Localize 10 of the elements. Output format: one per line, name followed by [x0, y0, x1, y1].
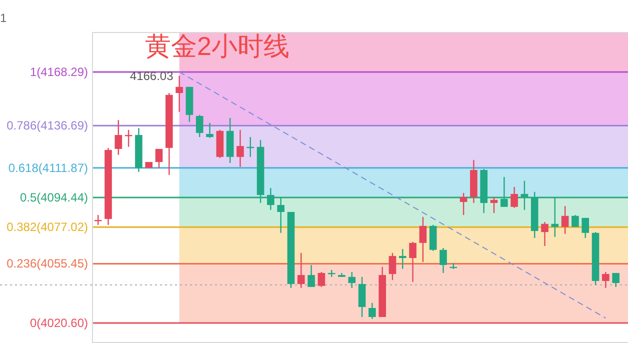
chart-title: 黄金2小时线: [145, 31, 290, 61]
annotation: 4166.03: [130, 68, 174, 83]
text: 1: [0, 11, 7, 25]
ref-line-label: 0.236(4055.45): [6, 256, 88, 271]
ref-line-label: 0.618(4111.87): [8, 160, 88, 175]
ref-line-label: 1(4168.29): [30, 64, 88, 79]
ref-line-label: 0.786(4136.69): [6, 118, 88, 133]
ref-line-label: 0.5(4094.44): [20, 190, 88, 204]
ref-line-label: 0.382(4077.02): [6, 220, 88, 234]
ref-line-label: 0(4020.60): [30, 316, 88, 330]
